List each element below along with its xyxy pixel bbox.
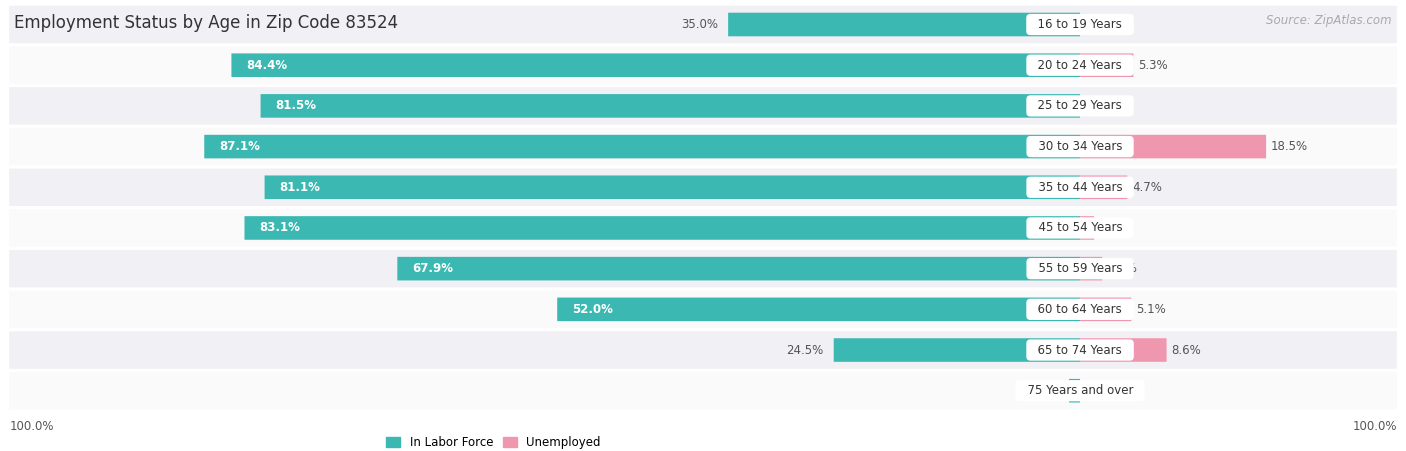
Text: 2.2%: 2.2% (1107, 262, 1137, 275)
Text: 83.1%: 83.1% (260, 221, 301, 235)
Text: 100.0%: 100.0% (10, 420, 53, 433)
FancyBboxPatch shape (10, 209, 1396, 247)
Text: 0.0%: 0.0% (1085, 18, 1115, 31)
Text: 18.5%: 18.5% (1271, 140, 1308, 153)
Text: 87.1%: 87.1% (219, 140, 260, 153)
FancyBboxPatch shape (1080, 257, 1102, 281)
Text: Employment Status by Age in Zip Code 83524: Employment Status by Age in Zip Code 835… (14, 14, 398, 32)
FancyBboxPatch shape (204, 135, 1080, 158)
FancyBboxPatch shape (260, 94, 1080, 118)
Text: 35.0%: 35.0% (681, 18, 718, 31)
Text: 25 to 29 Years: 25 to 29 Years (1031, 99, 1129, 112)
FancyBboxPatch shape (1080, 53, 1133, 77)
FancyBboxPatch shape (10, 250, 1396, 287)
FancyBboxPatch shape (10, 169, 1396, 206)
Text: 35 to 44 Years: 35 to 44 Years (1031, 181, 1129, 194)
Text: 1.1%: 1.1% (1029, 384, 1059, 397)
FancyBboxPatch shape (1080, 338, 1167, 362)
Text: 84.4%: 84.4% (246, 59, 288, 72)
FancyBboxPatch shape (10, 331, 1396, 369)
Text: 65 to 74 Years: 65 to 74 Years (1031, 344, 1129, 357)
Text: 81.5%: 81.5% (276, 99, 316, 112)
Text: 100.0%: 100.0% (1353, 420, 1396, 433)
Text: 81.1%: 81.1% (280, 181, 321, 194)
Text: 8.6%: 8.6% (1171, 344, 1201, 357)
Text: 60 to 64 Years: 60 to 64 Years (1031, 303, 1129, 316)
FancyBboxPatch shape (10, 46, 1396, 84)
Text: 24.5%: 24.5% (786, 344, 824, 357)
FancyBboxPatch shape (834, 338, 1080, 362)
Text: 67.9%: 67.9% (412, 262, 453, 275)
FancyBboxPatch shape (1080, 175, 1128, 199)
Text: 0.0%: 0.0% (1085, 99, 1115, 112)
Text: 5.1%: 5.1% (1136, 303, 1166, 316)
Text: 20 to 24 Years: 20 to 24 Years (1031, 59, 1129, 72)
Legend: In Labor Force, Unemployed: In Labor Force, Unemployed (381, 432, 606, 451)
FancyBboxPatch shape (10, 372, 1396, 410)
FancyBboxPatch shape (232, 53, 1080, 77)
Text: 75 Years and over: 75 Years and over (1019, 384, 1140, 397)
Text: 30 to 34 Years: 30 to 34 Years (1031, 140, 1129, 153)
Text: 5.3%: 5.3% (1139, 59, 1168, 72)
FancyBboxPatch shape (264, 175, 1080, 199)
FancyBboxPatch shape (728, 13, 1080, 37)
Text: Source: ZipAtlas.com: Source: ZipAtlas.com (1267, 14, 1392, 27)
Text: 1.4%: 1.4% (1099, 221, 1129, 235)
Text: 55 to 59 Years: 55 to 59 Years (1031, 262, 1129, 275)
FancyBboxPatch shape (1080, 135, 1265, 158)
FancyBboxPatch shape (245, 216, 1080, 240)
Text: 0.0%: 0.0% (1085, 384, 1115, 397)
FancyBboxPatch shape (10, 128, 1396, 166)
Text: 4.7%: 4.7% (1132, 181, 1163, 194)
FancyBboxPatch shape (557, 298, 1080, 321)
FancyBboxPatch shape (10, 87, 1396, 124)
FancyBboxPatch shape (1069, 379, 1080, 403)
FancyBboxPatch shape (10, 290, 1396, 328)
Text: 45 to 54 Years: 45 to 54 Years (1031, 221, 1129, 235)
Text: 52.0%: 52.0% (572, 303, 613, 316)
FancyBboxPatch shape (398, 257, 1080, 281)
FancyBboxPatch shape (1080, 298, 1132, 321)
Text: 16 to 19 Years: 16 to 19 Years (1031, 18, 1130, 31)
FancyBboxPatch shape (1080, 216, 1094, 240)
FancyBboxPatch shape (10, 6, 1396, 43)
